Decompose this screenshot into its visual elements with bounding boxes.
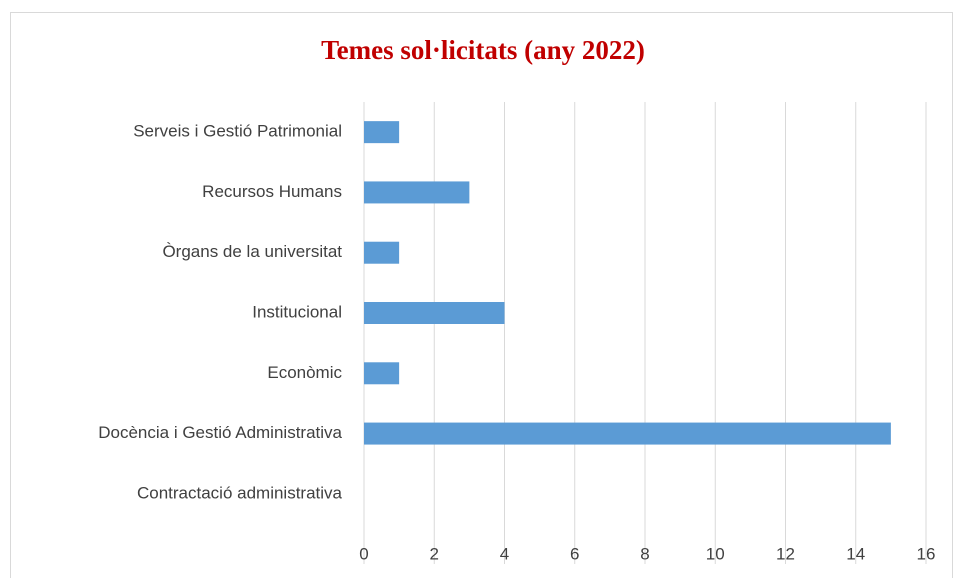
bar: [364, 121, 400, 144]
bar: [364, 181, 470, 204]
chart-frame: [10, 12, 953, 578]
bar: [364, 302, 505, 324]
x-tick-label: 0: [359, 544, 368, 563]
y-tick-label: Contractació administrativa: [137, 483, 343, 502]
x-tick-label: 6: [570, 544, 579, 563]
x-tick-label: 16: [917, 544, 936, 563]
x-tick-label: 14: [846, 544, 865, 563]
x-tick-label: 8: [640, 544, 649, 563]
y-tick-label: Docència i Gestió Administrativa: [98, 423, 342, 442]
x-tick-label: 4: [500, 544, 509, 563]
chart-title: Temes sol·licitats (any 2022): [321, 35, 645, 65]
x-tick-label: 12: [776, 544, 795, 563]
y-tick-label: Recursos Humans: [202, 182, 342, 201]
bar: [364, 422, 891, 445]
bar: [364, 241, 400, 264]
x-tick-label: 10: [706, 544, 725, 563]
x-tick-label: 2: [430, 544, 439, 563]
bar: [364, 362, 400, 385]
y-tick-label: Òrgans de la universitat: [162, 242, 342, 261]
y-tick-label: Institucional: [252, 302, 342, 321]
y-tick-label: Serveis i Gestió Patrimonial: [133, 122, 342, 141]
y-tick-label: Econòmic: [267, 363, 342, 382]
